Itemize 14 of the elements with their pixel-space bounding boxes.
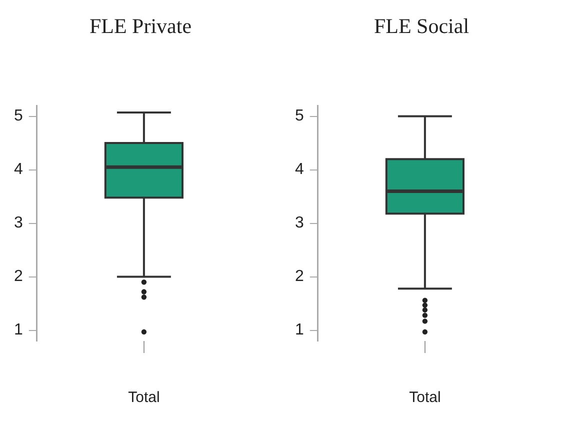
y-tick-label: 3 bbox=[294, 214, 304, 232]
chart-title: FLE Private bbox=[88, 14, 193, 39]
y-tick-label: 1 bbox=[294, 322, 304, 339]
y-tick-label: 1 bbox=[14, 322, 23, 339]
y-tick-label: 2 bbox=[14, 268, 23, 286]
y-tick-label: 5 bbox=[294, 108, 304, 125]
y-tick-label: 3 bbox=[14, 214, 23, 232]
y-tick-label: 2 bbox=[294, 268, 304, 286]
x-tick-label: Total bbox=[128, 389, 160, 406]
y-tick-label: 5 bbox=[14, 108, 23, 125]
y-tick-label: 4 bbox=[294, 161, 304, 178]
y-tick-label: 4 bbox=[14, 161, 23, 178]
chart-title: FLE Social bbox=[372, 14, 470, 39]
x-tick-label: Total bbox=[409, 389, 441, 406]
